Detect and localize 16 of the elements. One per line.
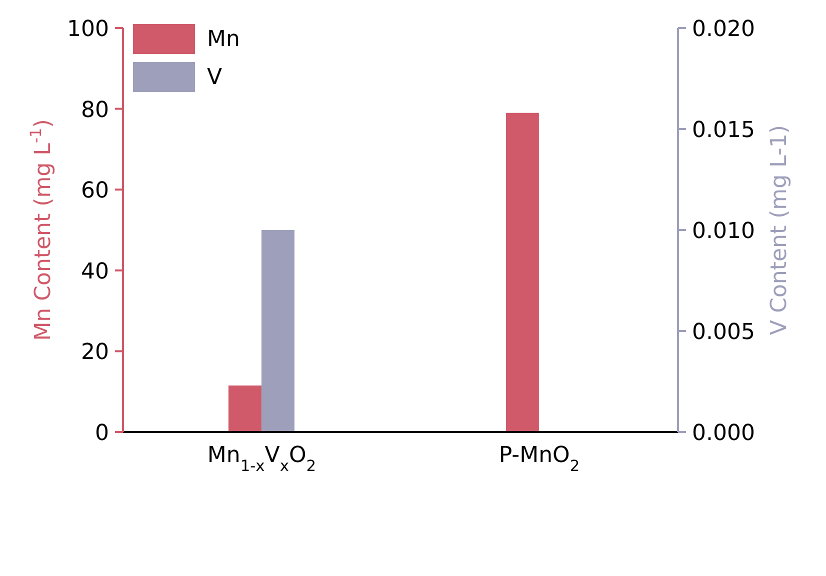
x-tick-label: Mn$_{1-x}$V$_{x}$O$_{2}$ bbox=[207, 443, 316, 475]
y-tick-label: 0 bbox=[95, 421, 109, 446]
y-tick-label: 60 bbox=[81, 178, 109, 204]
y2-tick-label: 0.005 bbox=[692, 320, 755, 345]
y2-tick-label: 0.000 bbox=[692, 421, 755, 446]
x-tick-label: P-MnO$_{2}$ bbox=[498, 443, 580, 475]
y-tick-label: 40 bbox=[81, 259, 109, 284]
y2-axis-title: V Content (mg L-1) bbox=[767, 125, 792, 335]
y-tick-label: 100 bbox=[67, 17, 109, 42]
legend-label: V bbox=[207, 64, 222, 90]
y2-tick-label: 0.020 bbox=[692, 17, 755, 42]
y-tick-label: 20 bbox=[81, 340, 109, 366]
y2-tick-label: 0.010 bbox=[692, 219, 755, 244]
y2-tick-label: 0.015 bbox=[692, 118, 755, 143]
y-tick-label: 80 bbox=[81, 98, 109, 123]
legend-label: Mn bbox=[207, 26, 240, 52]
